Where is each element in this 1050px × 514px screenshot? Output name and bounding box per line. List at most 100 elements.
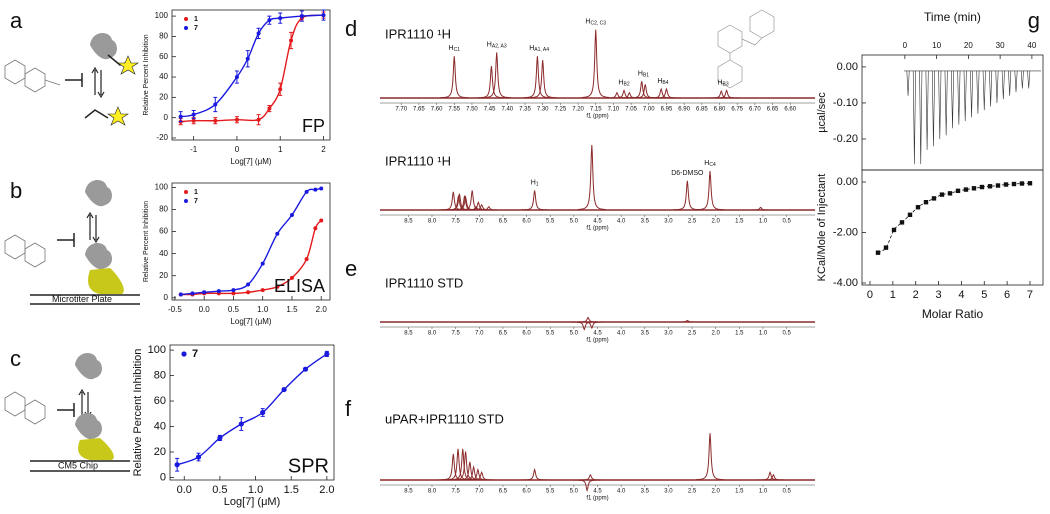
x-tick-label: 0 xyxy=(903,41,908,50)
marker xyxy=(939,192,945,197)
peak-label-text: H xyxy=(585,18,590,25)
marker xyxy=(256,117,261,122)
peak-label-sub: A1, A4 xyxy=(534,48,549,54)
marker xyxy=(260,261,265,266)
x-tick-label: 1.5 xyxy=(286,305,298,314)
peak-label: HA1, A4 xyxy=(529,45,549,53)
marker xyxy=(245,56,250,61)
legend-marker xyxy=(184,190,188,194)
x-tick-label: 8.0 xyxy=(428,331,437,337)
marker xyxy=(267,18,272,23)
peak xyxy=(707,90,736,99)
x-axis-label: Log[7] (μM) xyxy=(224,496,280,508)
marker xyxy=(923,199,929,205)
injection-peak xyxy=(976,70,980,114)
y-tick-label: 20 xyxy=(159,92,168,101)
x-tick-label: 6.0 xyxy=(522,489,531,495)
legend-marker xyxy=(184,17,188,21)
peak-label-text: H xyxy=(704,160,709,167)
marker xyxy=(304,257,309,262)
peak xyxy=(520,467,549,481)
legend-label: 7 xyxy=(194,25,198,32)
x-tick-label: 2.0 xyxy=(712,219,721,225)
marker xyxy=(899,220,905,225)
x-tick-label: 7.35 xyxy=(519,107,531,113)
x-axis-label: f1 (ppm) xyxy=(586,226,608,232)
marker xyxy=(289,38,294,43)
x-tick-label: 2.5 xyxy=(688,219,697,225)
spectrum-title: IPR1110 ¹H xyxy=(385,26,451,41)
x-tick-label: 2 xyxy=(321,145,326,154)
x-tick-label: 5.0 xyxy=(570,331,579,337)
y-tick-label: 0 xyxy=(164,293,169,302)
x-tick-label: 4.5 xyxy=(593,331,602,337)
surface-label: Microtiter Plate xyxy=(52,294,112,304)
x-tick-label: 1 xyxy=(278,145,283,154)
peak-label-sub: C2, C3 xyxy=(590,21,606,27)
peak xyxy=(467,203,496,211)
x-tick-label: 6.70 xyxy=(749,107,761,113)
x-tick-label: 6 xyxy=(1004,289,1010,301)
marker xyxy=(979,184,985,190)
x-tick-label: 6.95 xyxy=(661,107,673,113)
marker xyxy=(299,14,304,19)
legend-label: 1 xyxy=(194,189,198,196)
marker xyxy=(275,231,280,236)
peak-label-text: D6-DMSO xyxy=(671,170,704,177)
spectrum-title: IPR1110 ¹H xyxy=(385,153,451,168)
y-tick-label: 40 xyxy=(159,249,168,258)
x-tick-label: 3.5 xyxy=(641,219,650,225)
x-tick-label: 7.50 xyxy=(466,107,478,113)
peak-label-text: H xyxy=(717,79,722,86)
x-axis-label: f1 (ppm) xyxy=(586,496,608,502)
marker xyxy=(891,227,897,233)
y-tick-label: 80 xyxy=(154,369,166,381)
marker xyxy=(178,292,183,297)
x-tick-label: 3.5 xyxy=(641,331,650,337)
x-tick-label: 1.0 xyxy=(248,484,263,496)
peak-label-sub: C1 xyxy=(454,48,461,54)
marker xyxy=(275,284,280,289)
marker xyxy=(246,290,251,295)
marker xyxy=(313,187,318,192)
x-tick-label: 0.5 xyxy=(782,219,791,225)
peak xyxy=(647,87,676,99)
x-tick-label: 2.0 xyxy=(319,484,334,496)
marker xyxy=(238,421,244,427)
x-tick-label: 6.0 xyxy=(522,331,531,337)
peak xyxy=(474,206,503,211)
peak xyxy=(602,91,631,99)
injection-peak xyxy=(1014,70,1018,93)
y-tick-label: 100 xyxy=(155,183,169,192)
x-tick-label: 7.5 xyxy=(451,489,460,495)
peak-label: HC1 xyxy=(449,45,461,53)
injection-peak xyxy=(982,70,986,111)
y-tick-label: 100 xyxy=(148,344,166,356)
panel-letter: b xyxy=(10,178,22,203)
x-tick-label: 3.0 xyxy=(664,331,673,337)
x-tick-label: 5.5 xyxy=(546,489,555,495)
marker xyxy=(915,205,921,210)
x-tick-label: 5.5 xyxy=(546,219,555,225)
x-tick-label: 1.0 xyxy=(759,331,768,337)
x-tick-label: 4.5 xyxy=(593,219,602,225)
injection-peak xyxy=(925,70,929,150)
injection-peak xyxy=(989,70,993,107)
marker xyxy=(256,31,261,36)
peak xyxy=(520,190,549,211)
injection-peak xyxy=(938,70,942,140)
panel-letter: e xyxy=(345,256,357,281)
marker xyxy=(302,366,309,372)
y-tick-label: 0.00 xyxy=(837,176,858,188)
panel-letter: a xyxy=(10,8,23,33)
x-tick-label: 1.5 xyxy=(735,489,744,495)
marker xyxy=(191,112,196,117)
x-tick-label: 7.10 xyxy=(608,107,620,113)
marker xyxy=(931,196,937,201)
marker xyxy=(231,291,236,296)
x-tick-label: 7.15 xyxy=(590,107,602,113)
x-tick-label: 2.0 xyxy=(712,489,721,495)
peak xyxy=(712,89,741,99)
marker xyxy=(278,87,283,92)
x-tick-label: 1.5 xyxy=(735,219,744,225)
